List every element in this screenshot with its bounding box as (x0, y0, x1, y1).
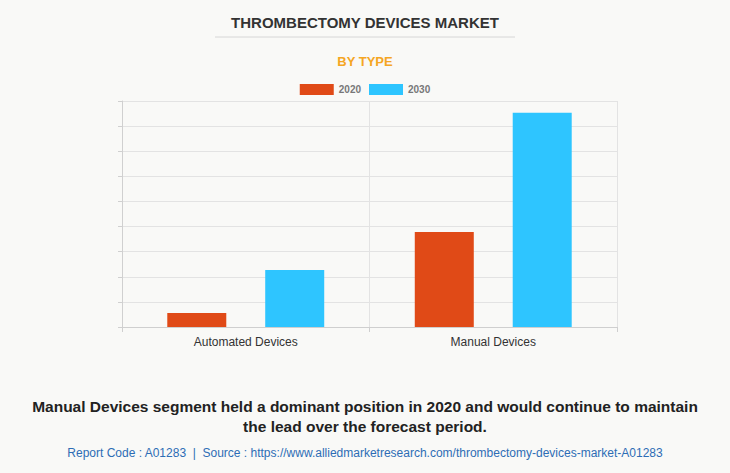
svg-text:BY TYPE: BY TYPE (337, 54, 393, 69)
svg-text:THROMBECTOMY DEVICES MARKET: THROMBECTOMY DEVICES MARKET (231, 14, 499, 31)
svg-text:Manual Devices: Manual Devices (451, 335, 536, 349)
svg-text:2030: 2030 (408, 84, 431, 95)
html-text:Report Code : A01283 | Source: Report Code : A01283 | Source : https://… (67, 446, 663, 460)
html-text:Manual Devices segment held a: Manual Devices segment held a dominant p… (32, 398, 698, 435)
svg-text:Automated Devices: Automated Devices (194, 335, 298, 349)
svg-text:2020: 2020 (339, 84, 362, 95)
